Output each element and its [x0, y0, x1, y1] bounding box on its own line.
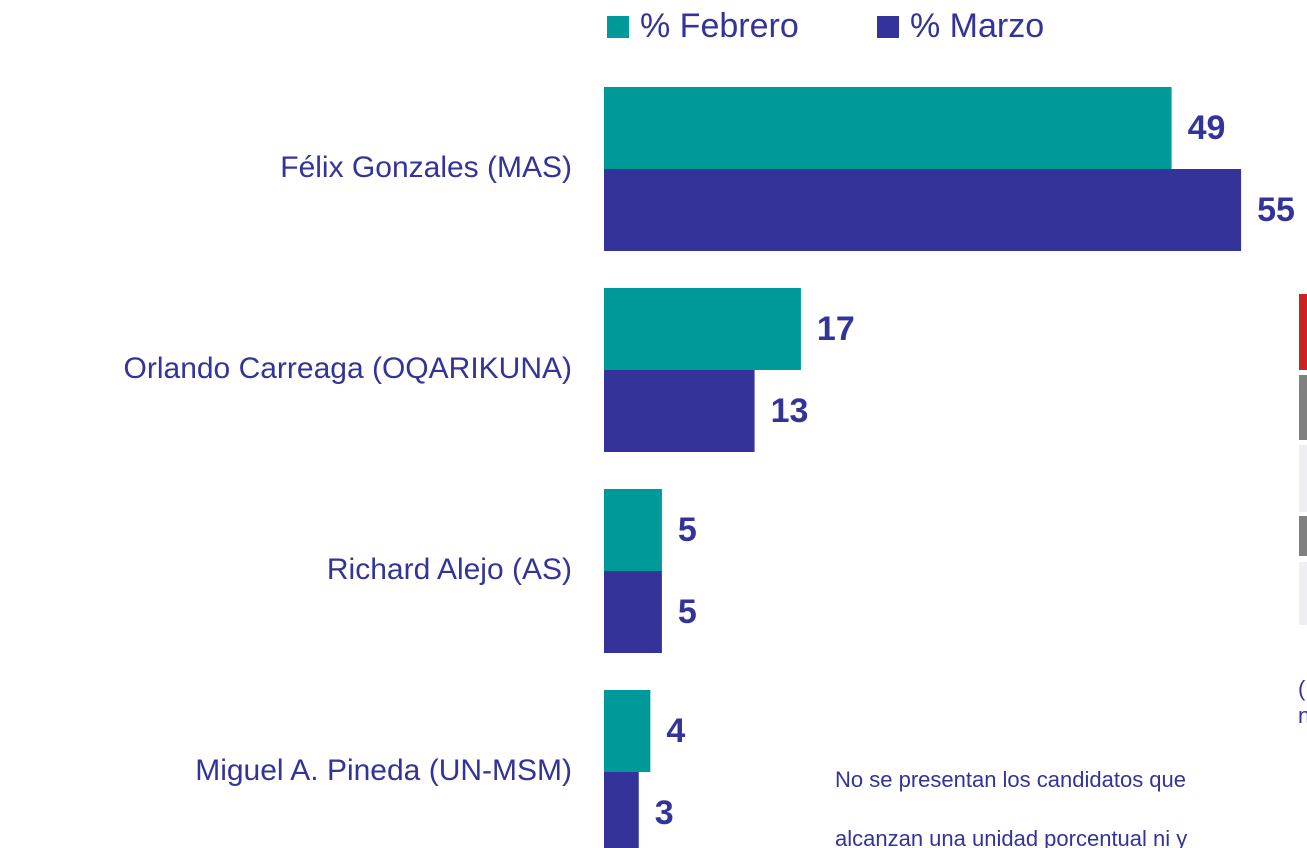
side-panel-block: [1299, 516, 1307, 556]
bar: [604, 772, 639, 848]
note: alcanzan una unidad porcentual ni y: [835, 826, 1187, 848]
bar: [604, 571, 662, 653]
legend-swatch: [877, 16, 899, 38]
bar: [604, 370, 755, 452]
value-label: 5: [678, 593, 697, 631]
category-label: Orlando Carreaga (OQARIKUNA): [124, 352, 572, 385]
note: No se presentan los candidatos que: [835, 767, 1186, 792]
side-note: n: [1298, 703, 1307, 728]
bar: [604, 87, 1172, 169]
side-panel-block: [1299, 294, 1307, 370]
category-label: Félix Gonzales (MAS): [280, 151, 572, 184]
value-label: 17: [817, 310, 855, 348]
legend-label: % Febrero: [640, 7, 799, 45]
side-panel-block: [1299, 445, 1307, 512]
bar: [604, 489, 662, 571]
value-label: 55: [1257, 191, 1295, 229]
value-label: 3: [655, 794, 674, 832]
category-label: Miguel A. Pineda (UN-MSM): [195, 754, 572, 787]
legend-label: % Marzo: [910, 7, 1044, 45]
side-panel-block: [1299, 375, 1307, 440]
side-panel-block: [1299, 562, 1307, 625]
value-label: 5: [678, 511, 697, 549]
legend-swatch: [607, 16, 629, 38]
side-note: (: [1298, 676, 1306, 701]
category-label: Richard Alejo (AS): [327, 553, 572, 586]
bar: [604, 690, 651, 772]
value-label: 4: [666, 712, 685, 750]
value-label: 49: [1188, 109, 1226, 147]
value-label: 13: [771, 392, 809, 430]
bar: [604, 288, 801, 370]
bar: [604, 169, 1242, 251]
